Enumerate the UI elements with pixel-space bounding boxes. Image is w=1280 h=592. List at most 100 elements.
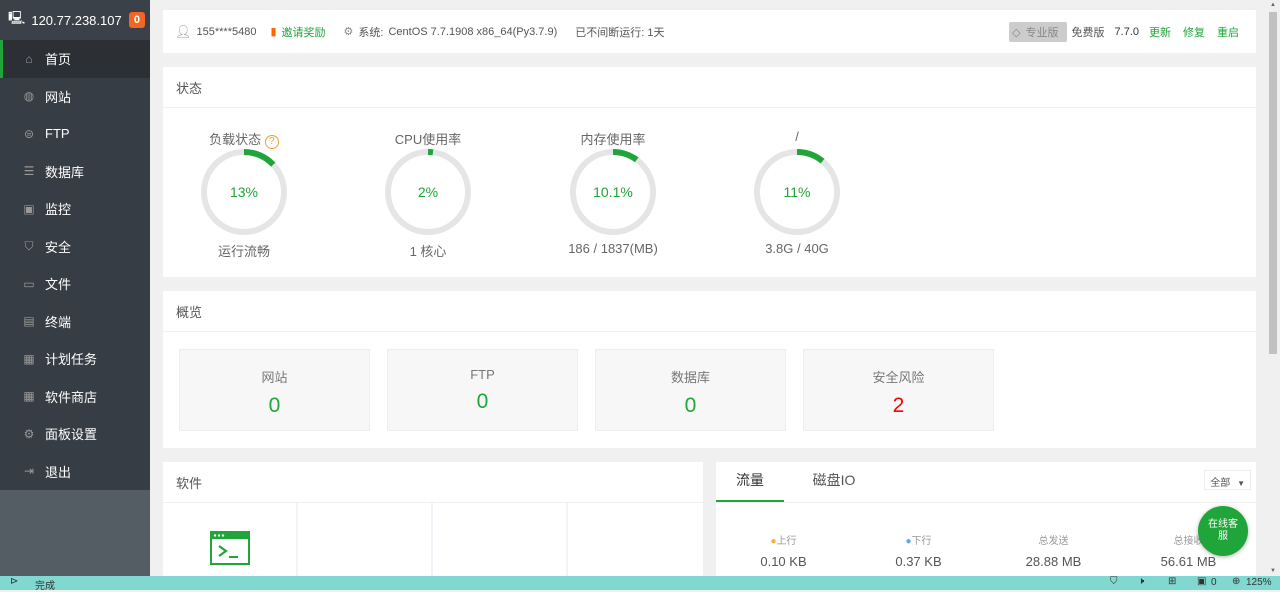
overview-value[interactable]: 2	[892, 394, 905, 417]
sidebar-item-label: 文件	[45, 277, 72, 293]
overview-title: 概览	[163, 291, 1256, 332]
gauge-label: CPU使用率	[394, 132, 462, 147]
sidebar-item[interactable]: ⊜ FTP	[0, 115, 150, 153]
software-item-terminal[interactable]	[163, 503, 298, 576]
gauge-ring: 11%	[754, 149, 840, 235]
overview-card[interactable]: 网站 0	[179, 349, 370, 431]
sidebar-item-label: 软件商店	[45, 389, 98, 405]
update-link[interactable]: 更新	[1149, 26, 1171, 39]
sidebar-item[interactable]: ⛉ 安全	[0, 228, 150, 266]
gauge-ring: 13%	[201, 149, 287, 235]
database-icon: ☰	[23, 164, 35, 179]
diamond-icon: ◇	[1012, 26, 1021, 39]
globe-icon: ◍	[23, 89, 35, 104]
gift-icon: ▮	[270, 26, 277, 38]
sidebar-item[interactable]: ▭ 文件	[0, 265, 150, 303]
sidebar-item[interactable]: ⚙ 面板设置	[0, 415, 150, 453]
user-account[interactable]: 155****5480	[196, 25, 257, 38]
software-title: 软件	[163, 462, 703, 503]
tab-disk-io[interactable]: 磁盘IO	[812, 472, 856, 488]
tab-traffic[interactable]: 流量	[716, 470, 784, 502]
overview-card[interactable]: FTP 0	[387, 349, 578, 431]
zoom-level[interactable]: 125%	[1246, 577, 1272, 588]
upload-value: 0.10 KB	[760, 554, 807, 569]
sidebar-item[interactable]: ▦ 软件商店	[0, 378, 150, 416]
scroll-up-icon[interactable]: ▲	[1270, 2, 1276, 8]
overview-value[interactable]: 0	[684, 394, 697, 417]
terminal-icon: ▤	[23, 314, 35, 329]
server-info: 🖳 120.77.238.107 0	[0, 0, 150, 40]
upload-stat: ●上行 0.10 KB	[716, 532, 851, 569]
overview-card[interactable]: 安全风险 2	[803, 349, 994, 431]
gear-icon: ⚙	[343, 26, 354, 38]
overview-label: 安全风险	[872, 370, 925, 385]
caret-down-icon: ▼	[1237, 479, 1245, 488]
download-stat: ●下行 0.37 KB	[851, 532, 986, 569]
sidebar-item-label: 计划任务	[45, 352, 98, 368]
sidebar: 🖳 120.77.238.107 0 ⌂ 首页 ◍ 网站 ⊜ FTP ☰ 数据库 ▣ 监控 ⛉ 安全 ▭…	[0, 0, 150, 576]
gauge-sub: 1 核心	[409, 244, 447, 259]
scroll-down-icon[interactable]: ▼	[1270, 568, 1276, 574]
software-item[interactable]	[298, 503, 433, 576]
overview-value[interactable]: 0	[268, 394, 281, 417]
overview-label: FTP	[470, 367, 495, 382]
gauge-value: 2%	[418, 184, 438, 200]
online-support-button[interactable]: 在线客服	[1198, 506, 1248, 556]
scrollbar[interactable]: ▲ ▼	[1266, 0, 1280, 576]
uptime: 已不间断运行: 1天	[575, 26, 665, 39]
gauge-fill	[201, 149, 287, 235]
free-label: 免费版	[1071, 26, 1105, 39]
gauge-ring: 2%	[385, 149, 471, 235]
sidebar-item-label: 网站	[45, 89, 72, 105]
sidebar-item[interactable]: ⌂ 首页	[0, 40, 150, 78]
recv-stat: 总接收 56.61 MB	[1121, 532, 1256, 569]
notification-badge[interactable]: 0	[128, 12, 145, 28]
sidebar-item[interactable]: ◍ 网站	[0, 78, 150, 116]
invite-link[interactable]: 邀请奖励	[281, 26, 326, 39]
status-panel: 状态 负载状态 ? 13% 运行流畅 CPU使用率 2% 1 核心 内存使用率 10…	[163, 67, 1256, 277]
sidebar-item[interactable]: ☰ 数据库	[0, 153, 150, 191]
scrollbar-thumb[interactable]	[1269, 12, 1277, 354]
sent-value: 28.88 MB	[1025, 554, 1082, 569]
gauge-label: 内存使用率	[580, 132, 646, 147]
sidebar-item-label: 首页	[45, 52, 72, 68]
overview-value[interactable]: 0	[476, 390, 489, 413]
gauge-fill	[570, 149, 656, 235]
software-item[interactable]	[568, 503, 703, 576]
overview-label: 数据库	[670, 370, 710, 385]
repair-link[interactable]: 修复	[1183, 26, 1205, 39]
server-ip: 120.77.238.107	[31, 12, 122, 28]
status-text: 完成	[35, 581, 55, 592]
speaker-icon[interactable]: 🕨︎	[1138, 576, 1145, 587]
overview-card[interactable]: 数据库 0	[595, 349, 786, 431]
software-item[interactable]	[433, 503, 568, 576]
network-icon[interactable]: ⊞	[1168, 576, 1177, 587]
folder-icon: ▭	[23, 276, 35, 291]
zoom-icon[interactable]: ⊕	[1232, 576, 1241, 587]
user-icon: 👤︎	[175, 23, 192, 39]
sidebar-item[interactable]: ▦ 计划任务	[0, 340, 150, 378]
help-icon[interactable]: ?	[264, 135, 279, 149]
sidebar-item-label: 监控	[45, 202, 72, 218]
pro-label: 专业版	[1025, 26, 1059, 39]
gauge-ring: 10.1%	[570, 149, 656, 235]
gauge-sub: 186 / 1837(MB)	[568, 241, 658, 256]
nic-select[interactable]: 全部 ▼	[1204, 470, 1251, 490]
downloads-icon[interactable]: ▣	[1197, 576, 1207, 587]
status-title: 状态	[163, 67, 1256, 108]
restart-link[interactable]: 重启	[1217, 26, 1239, 39]
sidebar-item[interactable]: ⇥ 退出	[0, 453, 150, 491]
pro-badge[interactable]: ◇ 专业版	[1009, 21, 1067, 42]
sent-label: 总发送	[1038, 536, 1069, 547]
software-panel: 软件	[163, 462, 703, 576]
calendar-icon: ▦	[23, 351, 35, 366]
sidebar-item[interactable]: ▣ 监控	[0, 190, 150, 228]
sidebar-item[interactable]: ▤ 终端	[0, 303, 150, 341]
download-label: 下行	[911, 536, 932, 547]
sent-stat: 总发送 28.88 MB	[986, 532, 1121, 569]
gauge-label: /	[795, 129, 799, 144]
shield-icon[interactable]: ⛉	[1110, 576, 1118, 587]
recv-label: 总接收	[1173, 536, 1204, 547]
download-dot-icon: ●	[905, 536, 912, 547]
sidebar-item-label: 安全	[45, 239, 72, 255]
